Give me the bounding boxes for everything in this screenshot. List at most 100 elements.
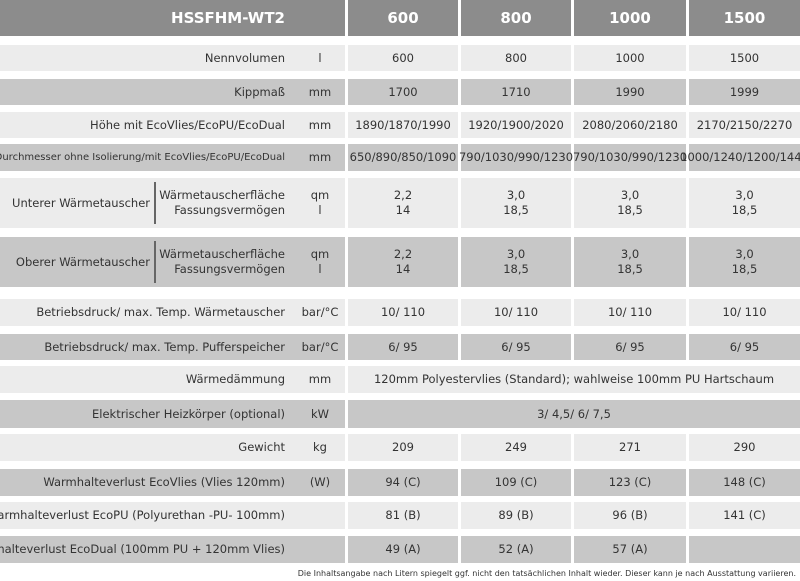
model-label: HSSFHM-WT2	[171, 8, 285, 27]
value: 3,0	[735, 188, 754, 202]
row-label: Gewicht	[238, 440, 285, 454]
value-cell: 790/1030/990/1230	[573, 144, 687, 171]
row-label-cell: Warmhalteverlust EcoVlies (Vlies 120mm) (…	[0, 469, 345, 496]
row-unit: l	[318, 203, 322, 217]
value-cell: 81 (B)	[348, 502, 458, 529]
value-cell: 1000/1240/1200/1440	[680, 144, 800, 171]
value-cell: 3,0 18,5	[689, 237, 800, 287]
value-cell: 94 (C)	[348, 469, 458, 496]
value-cell: 2170/2150/2270	[689, 112, 800, 138]
value: 2,2	[393, 247, 413, 261]
sub-label: Fassungsvermögen	[174, 203, 285, 217]
table-row: Oberer Wärmetauscher Wärmetauscherfläche F…	[0, 237, 800, 287]
value-cell: 123 (C)	[574, 469, 686, 496]
row-unit: mm	[308, 84, 332, 99]
value-cell: 3,0 18,5	[574, 178, 686, 228]
value-cell: 96 (B)	[574, 502, 686, 529]
table-row: Warmhalteverlust EcoPU (Polyurethan -PU-…	[0, 502, 800, 529]
table-row: Warmhalteverlust EcoVlies (Vlies 120mm) (…	[0, 469, 800, 496]
row-label: Kippmaß	[234, 84, 285, 99]
row-label: Warmhalteverlust EcoPU (Polyurethan -PU-…	[0, 508, 285, 522]
value: 3,0	[620, 188, 640, 202]
row-unit: bar/°C	[301, 305, 339, 319]
spanned-value: 120mm Polyestervlies (Standard); wahlwei…	[348, 366, 800, 393]
row-label: Elektrischer Heizkörper (optional)	[92, 406, 285, 421]
value: 3,0	[506, 247, 526, 261]
value-cell: 290	[689, 434, 800, 461]
row-label: Warmhalteverlust EcoDual (100mm PU + 120…	[0, 542, 285, 556]
group-label: Unterer Wärmetauscher	[12, 195, 150, 210]
table-row: Elektrischer Heizkörper (optional) kW 3/ 4…	[0, 400, 800, 428]
row-label: Durchmesser ohne Isolierung/mit EcoVlies…	[0, 152, 285, 163]
value: 18,5	[731, 262, 758, 276]
row-unit: kW	[310, 406, 330, 421]
value: 2,2	[393, 188, 413, 202]
footnote: Die Inhaltsangabe nach Litern spiegelt g…	[297, 569, 796, 578]
row-unit: (W)	[309, 475, 331, 489]
value-cell: 790/1030/990/1230	[459, 144, 573, 171]
value-cell: 1000	[574, 45, 686, 71]
row-label-cell: Betriebsdruck/ max. Temp. Wärmetauscher b…	[0, 299, 345, 326]
row-unit: kg	[313, 440, 327, 454]
value-cell: 10/ 110	[348, 299, 458, 326]
table-row: Gewicht kg 209 249 271 290	[0, 434, 800, 461]
value-cell: 1500	[689, 45, 800, 71]
row-label-cell: Betriebsdruck/ max. Temp. Pufferspeicher…	[0, 334, 345, 360]
value-cell: 10/ 110	[461, 299, 571, 326]
sub-label: Fassungsvermögen	[174, 262, 285, 276]
value-cell: 6/ 95	[348, 334, 458, 360]
value-cell: 6/ 95	[461, 334, 571, 360]
divider	[154, 241, 156, 283]
size-header: 800	[461, 0, 571, 36]
row-label-cell: Gewicht kg	[0, 434, 345, 461]
value-cell: 249	[461, 434, 571, 461]
row-unit: l	[318, 262, 322, 276]
value: 14	[395, 203, 411, 217]
value: 14	[395, 262, 411, 276]
table-row: Unterer Wärmetauscher Wärmetauscherfläche…	[0, 178, 800, 228]
table-row: Betriebsdruck/ max. Temp. Pufferspeicher…	[0, 334, 800, 360]
value: 18,5	[617, 203, 643, 217]
row-label-cell: Wärmedämmung mm	[0, 366, 345, 393]
header-row: HSSFHM-WT2 600 800 1000 1500	[0, 0, 800, 36]
value-cell: 650/890/850/1090	[348, 144, 458, 171]
sub-label: Wärmetauscherfläche	[159, 247, 285, 261]
value-cell: 600	[348, 45, 458, 71]
table-row: Wärmedämmung mm 120mm Polyestervlies (Stan…	[0, 366, 800, 393]
value-cell: 800	[461, 45, 571, 71]
value-cell: 1920/1900/2020	[461, 112, 571, 138]
row-label: Betriebsdruck/ max. Temp. Wärmetauscher	[36, 305, 285, 319]
row-label-cell: Höhe mit EcoVlies/EcoPU/EcoDual mm	[0, 112, 345, 138]
table-row: Nennvolumen l 600 800 1000 1500	[0, 45, 800, 71]
row-unit	[290, 536, 350, 563]
value: 3,0	[620, 247, 640, 261]
table-row: Betriebsdruck/ max. Temp. Wärmetauscher b…	[0, 299, 800, 326]
row-label-cell: Durchmesser ohne Isolierung/mit EcoVlies…	[0, 144, 345, 171]
value-cell: 2080/2060/2180	[574, 112, 686, 138]
value-cell: 1890/1870/1990	[348, 112, 458, 138]
row-label-cell: Elektrischer Heizkörper (optional) kW	[0, 400, 345, 428]
spanned-value: 3/ 4,5/ 6/ 7,5	[348, 400, 800, 428]
value: 3,0	[735, 247, 754, 261]
table-row: Kippmaß mm 1700 1710 1990 1999	[0, 79, 800, 105]
value-cell: 1990	[574, 79, 686, 105]
table-row: Durchmesser ohne Isolierung/mit EcoVlies…	[0, 144, 800, 171]
row-unit: mm	[308, 372, 332, 386]
group-label: Oberer Wärmetauscher	[15, 254, 150, 269]
value-cell: 89 (B)	[461, 502, 571, 529]
row-label-cell: Warmhalteverlust EcoDual (100mm PU + 120…	[0, 536, 345, 563]
table-row: Warmhalteverlust EcoDual (100mm PU + 120…	[0, 536, 800, 563]
row-label: Betriebsdruck/ max. Temp. Pufferspeicher	[44, 339, 285, 354]
value-cell: 1710	[461, 79, 571, 105]
value-cell: 52 (A)	[461, 536, 571, 563]
value-cell: 49 (A)	[348, 536, 458, 563]
row-label-cell: Unterer Wärmetauscher Wärmetauscherfläche…	[0, 178, 345, 228]
value-cell: 109 (C)	[461, 469, 571, 496]
row-label-cell: Oberer Wärmetauscher Wärmetauscherfläche F…	[0, 237, 345, 287]
divider	[154, 182, 156, 224]
value-cell: 10/ 110	[689, 299, 800, 326]
value-cell: 1700	[348, 79, 458, 105]
row-unit: qm	[310, 247, 330, 261]
value-cell: 2,2 14	[348, 237, 458, 287]
value: 18,5	[503, 262, 529, 276]
